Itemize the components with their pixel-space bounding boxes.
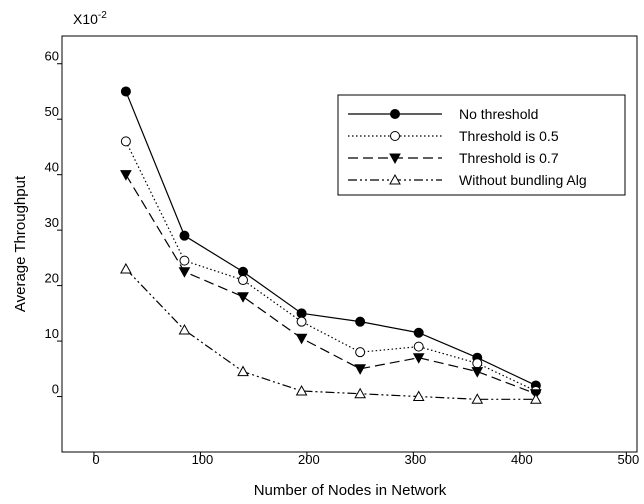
data-point: [295, 333, 308, 345]
legend-label: No threshold: [459, 106, 538, 122]
data-point: [120, 136, 131, 147]
data-point: [412, 390, 425, 402]
scale-label: X10-2: [73, 10, 107, 27]
data-point: [295, 384, 308, 396]
y-tick-label: 10: [45, 326, 59, 341]
legend-entry: No threshold: [348, 106, 538, 122]
data-point: [413, 341, 424, 352]
legend-marker: [389, 153, 401, 165]
series: [120, 170, 542, 400]
scale-label-exp: -2: [98, 10, 107, 21]
series-line: [125, 91, 537, 386]
x-tick-label: 100: [192, 452, 214, 467]
data-point: [179, 230, 190, 241]
x-tick-label: 400: [511, 452, 533, 467]
data-point: [178, 267, 191, 278]
series: [120, 262, 542, 404]
y-tick-label: 50: [45, 104, 59, 119]
legend-entry: Without bundling Alg: [348, 172, 587, 188]
data-point: [179, 255, 190, 266]
data-point: [296, 308, 307, 319]
x-tick-label: 200: [298, 452, 320, 467]
series-layer: [120, 86, 542, 404]
data-point: [120, 262, 132, 274]
x-axis-label: Number of Nodes in Network: [254, 482, 447, 499]
x-tick-label: 0: [92, 452, 99, 467]
data-point: [355, 347, 366, 358]
scale-label-base: X10: [73, 11, 98, 27]
y-tick-label: 30: [45, 215, 59, 230]
legend-marker: [390, 131, 400, 141]
y-tick-label: 60: [45, 49, 59, 64]
legend-entry: Threshold is 0.7: [348, 150, 559, 166]
data-point: [413, 327, 424, 338]
legend-label: Threshold is 0.7: [459, 150, 559, 166]
series-line: [125, 268, 536, 400]
series-line: [125, 174, 537, 395]
data-point: [355, 316, 366, 327]
legend: No threshold Threshold is 0.5 Threshold is…: [337, 94, 626, 196]
legend-label: Without bundling Alg: [459, 172, 587, 188]
data-point: [529, 393, 542, 404]
legend-marker: [389, 173, 401, 185]
x-tick-label: 500: [618, 452, 640, 467]
legend-entry: Threshold is 0.5: [348, 128, 559, 144]
data-point: [471, 393, 484, 404]
data-point: [471, 367, 484, 378]
y-tick-label: 20: [45, 271, 59, 286]
data-point: [354, 364, 366, 375]
x-axis-ticks: 0 100 200 300 400 500: [92, 452, 639, 467]
legend-box: [337, 94, 626, 196]
data-point: [296, 316, 307, 327]
legend-label: Threshold is 0.5: [459, 128, 559, 144]
y-tick-label: 0: [52, 382, 59, 397]
y-tick-label: 40: [45, 160, 59, 175]
y-axis-label: Average Throughput: [12, 175, 29, 312]
data-point: [237, 365, 249, 377]
data-point: [238, 275, 249, 286]
data-point: [120, 170, 132, 181]
x-tick-label: 300: [405, 452, 427, 467]
data-point: [237, 292, 249, 303]
y-axis-ticks: 0 10 20 30 40 50 60: [45, 49, 62, 398]
data-point: [238, 266, 249, 277]
data-point: [120, 86, 131, 97]
data-point: [412, 353, 425, 364]
data-point: [472, 358, 483, 369]
data-point: [178, 323, 191, 335]
plot-frame: [61, 35, 638, 453]
data-point: [354, 387, 366, 399]
legend-marker: [390, 109, 400, 119]
